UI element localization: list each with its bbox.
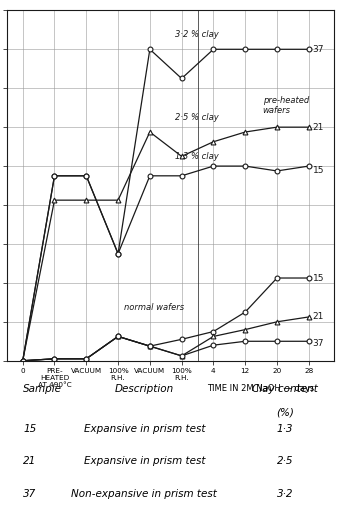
Text: 21: 21 bbox=[23, 456, 36, 466]
Text: Description: Description bbox=[115, 384, 174, 394]
Text: 21: 21 bbox=[313, 123, 324, 132]
Text: 1·3 % clay: 1·3 % clay bbox=[175, 152, 219, 161]
Text: Expansive in prism test: Expansive in prism test bbox=[84, 456, 205, 466]
Text: 37: 37 bbox=[23, 489, 36, 499]
Text: (%): (%) bbox=[276, 408, 294, 418]
Text: normal wafers: normal wafers bbox=[124, 303, 184, 312]
Text: 2·5 % clay: 2·5 % clay bbox=[175, 113, 219, 122]
Text: Non-expansive in prism test: Non-expansive in prism test bbox=[71, 489, 217, 499]
Text: 15: 15 bbox=[23, 424, 36, 434]
Text: pre-heated
wafers: pre-heated wafers bbox=[263, 96, 309, 116]
Text: 15: 15 bbox=[313, 166, 324, 176]
Text: 3·2: 3·2 bbox=[277, 489, 293, 499]
Text: TIME IN 2M NaOH — days: TIME IN 2M NaOH — days bbox=[207, 383, 315, 393]
Text: 15: 15 bbox=[313, 274, 324, 282]
Text: 37: 37 bbox=[313, 339, 324, 348]
Text: Expansive in prism test: Expansive in prism test bbox=[84, 424, 205, 434]
Text: 37: 37 bbox=[313, 45, 324, 54]
Text: 2·5: 2·5 bbox=[277, 456, 293, 466]
Text: 21: 21 bbox=[313, 312, 324, 322]
Text: Clay content: Clay content bbox=[252, 384, 318, 394]
Text: 3·2 % clay: 3·2 % clay bbox=[175, 30, 219, 39]
Text: Sample: Sample bbox=[23, 384, 62, 394]
Text: 1·3: 1·3 bbox=[277, 424, 293, 434]
